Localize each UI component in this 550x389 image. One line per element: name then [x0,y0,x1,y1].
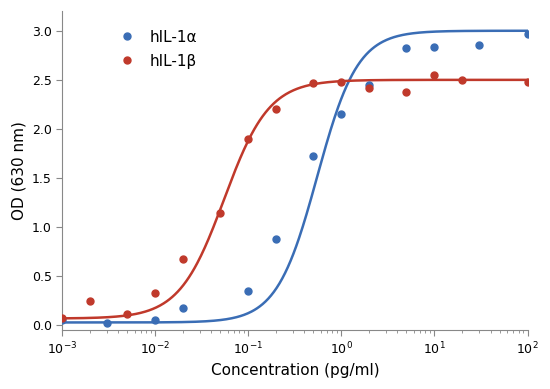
hIL-1β [245,137,251,141]
X-axis label: Concentration (pg/ml): Concentration (pg/ml) [211,363,379,378]
hIL-1β [180,256,186,261]
Line: hIL-1α: hIL-1α [59,30,531,327]
hIL-1β [273,107,279,112]
hIL-1β [431,73,438,77]
hIL-1α [152,318,158,323]
hIL-1α [476,43,482,48]
hIL-1β [459,77,466,82]
hIL-1α [273,237,279,241]
hIL-1β [338,79,345,84]
hIL-1α [180,305,186,310]
Legend: hIL-1α, hIL-1β: hIL-1α, hIL-1β [107,25,202,74]
Y-axis label: OD (630 nm): OD (630 nm) [11,121,26,220]
hIL-1β [524,79,531,84]
hIL-1α [403,46,410,51]
hIL-1α [366,82,373,87]
hIL-1α [103,321,110,326]
hIL-1β [217,211,223,216]
hIL-1α [59,318,65,323]
Line: hIL-1β: hIL-1β [59,72,531,321]
hIL-1α [431,45,438,50]
hIL-1α [338,112,345,117]
hIL-1β [366,86,373,90]
hIL-1β [59,315,65,320]
hIL-1β [152,291,158,295]
hIL-1β [403,89,410,94]
hIL-1α [524,32,531,36]
hIL-1α [245,289,251,293]
hIL-1α [310,154,317,159]
hIL-1β [124,311,130,316]
hIL-1β [87,298,94,303]
hIL-1β [310,81,317,85]
